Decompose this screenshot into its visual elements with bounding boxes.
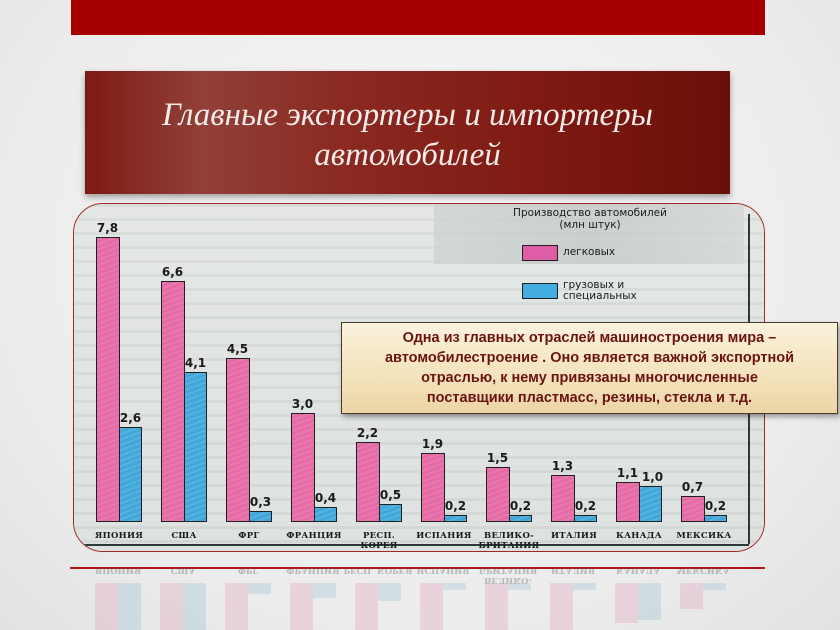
- value-label-passenger: 7,8: [96, 221, 119, 236]
- legend-label-passenger: легковых: [563, 246, 616, 258]
- reflection-bar: [550, 583, 573, 630]
- value-label-trucks: 0,2: [444, 498, 467, 513]
- country-label: МЕКСИКА: [676, 531, 732, 541]
- bar-passenger: [291, 412, 315, 522]
- country-label: ВЕЛИКО- БРИТАНИЯ: [478, 531, 540, 551]
- slide-title: Главные экспортеры и импортеры автомобил…: [162, 96, 653, 173]
- title-banner: Главные экспортеры и импортеры автомобил…: [85, 71, 730, 194]
- reflection-bar: [680, 583, 703, 609]
- value-label-passenger: 1,5: [486, 451, 509, 466]
- reflection-bar: [355, 583, 378, 630]
- reflection-country-label: ЯПОНИЯ: [94, 565, 142, 575]
- country-label: ИСПАНИЯ: [416, 531, 472, 541]
- value-label-trucks: 1,0: [641, 469, 664, 484]
- country-label: ЯПОНИЯ: [94, 531, 144, 541]
- bar-passenger: [616, 481, 640, 522]
- value-label-trucks: 0,4: [314, 491, 337, 506]
- value-label-trucks: 0,3: [249, 495, 272, 510]
- reflection-bar: [118, 583, 141, 630]
- country-label: ИТАЛИЯ: [550, 531, 598, 541]
- bar-trucks: [509, 514, 532, 522]
- reflection-bar: [615, 583, 638, 624]
- callout-text: Одна из главных отраслей машиностроения …: [384, 330, 795, 406]
- legend-item-trucks: грузовых и специальных: [522, 280, 637, 302]
- reflection-bar: [248, 583, 271, 594]
- bar-passenger: [486, 467, 510, 522]
- legend-item-passenger: легковых: [522, 245, 615, 261]
- passenger-swatch: [522, 245, 558, 261]
- reflection-bar: [638, 583, 661, 620]
- country-label: США: [171, 531, 197, 541]
- reflection-bar: [508, 583, 531, 591]
- reflection-bar: [443, 583, 466, 591]
- value-label-passenger: 1,3: [551, 458, 574, 473]
- value-label-trucks: 0,2: [574, 498, 597, 513]
- reflection-country-label: РЕСП. КОРЕЯ: [343, 565, 413, 575]
- value-label-passenger: 6,6: [161, 265, 184, 280]
- value-label-trucks: 0,2: [704, 498, 727, 513]
- legend-title: Производство автомобилей (млн штук): [513, 207, 667, 231]
- bar-passenger: [96, 237, 120, 522]
- reflection-country-label: ФРГ: [237, 565, 259, 575]
- frame-divider-bottom: [84, 544, 749, 546]
- value-label-passenger: 2,2: [356, 425, 379, 440]
- reflection-bar: [183, 583, 206, 630]
- bar-trucks: [119, 427, 142, 522]
- trucks-swatch: [522, 283, 558, 299]
- reflection-bar: [703, 583, 726, 591]
- chart-reflection: ЯПОНИЯ США ФРГ ФРАНЦИЯ РЕСП. КОРЕЯ ИСПАНИЯ ВЕЛ…: [73, 553, 763, 630]
- country-label: ФРГ: [238, 531, 260, 541]
- reflection-bar: [420, 583, 443, 630]
- reflection-bar: [225, 583, 248, 630]
- bar-passenger: [421, 452, 445, 522]
- country-label: РЕСП. КОРЕЯ: [360, 531, 398, 551]
- bar-trucks: [249, 511, 272, 522]
- reflection-bar: [573, 583, 596, 591]
- value-label-trucks: 2,6: [119, 411, 142, 426]
- bar-trucks: [574, 514, 597, 522]
- value-label-passenger: 4,5: [226, 341, 249, 356]
- bar-passenger: [226, 357, 250, 522]
- reflection-bar: [160, 583, 183, 630]
- bar-trucks: [639, 485, 662, 522]
- bar-passenger: [551, 474, 575, 522]
- info-callout: Одна из главных отраслей машиностроения …: [341, 322, 838, 414]
- reflection-country-label: ИСПАНИЯ: [416, 565, 470, 575]
- bar-trucks: [314, 507, 337, 522]
- reflection-country-label: МЕКСИКА: [676, 565, 730, 575]
- value-label-passenger: 1,9: [421, 436, 444, 451]
- reflection-line: [70, 567, 765, 569]
- background-photo-patch: [434, 204, 744, 264]
- country-label: ФРАНЦИЯ: [286, 531, 342, 541]
- country-label: КАНАДА: [616, 531, 662, 541]
- reflection-bar: [485, 583, 508, 630]
- chart-legend: Производство автомобилей (млн штук) легк…: [490, 207, 690, 302]
- reflection-bar: [313, 583, 336, 598]
- bar-trucks: [379, 503, 402, 522]
- reflection-bar: [378, 583, 401, 602]
- reflection-country-label: ИТАЛИЯ: [550, 565, 596, 575]
- value-label-passenger: 3,0: [291, 396, 314, 411]
- reflection-bar: [290, 583, 313, 630]
- reflection-country-label: КАНАДА: [615, 565, 661, 575]
- chart-frame: 7,8 2,6 ЯПОНИЯ 6,6 4,1 США 4,5 0,3 ФРГ 3,0 0,4 ФРАН…: [73, 203, 765, 552]
- bar-trucks: [444, 514, 467, 522]
- bar-trucks: [184, 372, 207, 522]
- reflection-bar: [95, 583, 118, 630]
- value-label-passenger: 0,7: [681, 480, 704, 495]
- value-label-trucks: 0,2: [509, 498, 532, 513]
- legend-label-trucks: грузовых и специальных: [563, 279, 637, 302]
- top-accent-bar: [71, 0, 765, 35]
- reflection-country-label: ВЕЛИКО- БРИТАНИЯ: [478, 565, 538, 585]
- value-label-passenger: 1,1: [616, 465, 639, 480]
- bar-passenger: [161, 281, 185, 522]
- reflection-country-label: ФРАНЦИЯ: [286, 565, 340, 575]
- value-label-trucks: 4,1: [184, 356, 207, 371]
- bar-passenger: [356, 441, 380, 522]
- reflection-country-label: США: [170, 565, 196, 575]
- value-label-trucks: 0,5: [379, 487, 402, 502]
- bar-trucks: [704, 514, 727, 522]
- bar-passenger: [681, 496, 705, 522]
